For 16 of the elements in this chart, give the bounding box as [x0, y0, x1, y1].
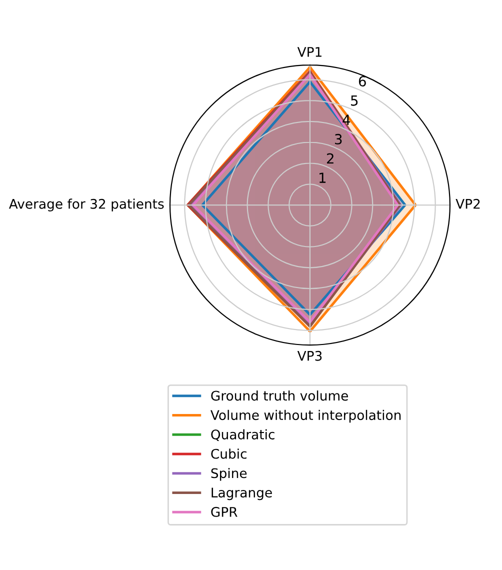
- legend-label: Cubic: [211, 448, 246, 459]
- spoke-label: VP3: [297, 350, 322, 361]
- legend-label: Quadratic: [211, 429, 274, 441]
- y-tick-label: 5: [351, 95, 358, 106]
- y-tick-label: 6: [358, 76, 366, 87]
- y-tick-label: 2: [326, 153, 334, 164]
- spoke-label: VP2: [456, 198, 480, 209]
- spoke-label: Average for 32 patients: [8, 198, 164, 212]
- y-tick-label: 3: [335, 134, 342, 144]
- legend-label: Lagrange: [212, 488, 272, 500]
- legend-label: GPR: [211, 506, 238, 517]
- legend-label: Spine: [211, 468, 247, 481]
- spoke-label: VP1: [297, 47, 322, 57]
- legend-label: Ground truth volume: [211, 390, 348, 401]
- legend-label: Volume without interpolation: [210, 410, 401, 423]
- y-tick-label: 1: [320, 172, 326, 183]
